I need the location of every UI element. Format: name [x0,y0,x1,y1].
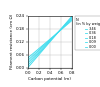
X-axis label: Carbon potential (m): Carbon potential (m) [28,77,72,81]
Y-axis label: Filament resistance (cm Ω): Filament resistance (cm Ω) [10,14,14,69]
Legend: 3.46, 0.36, 0.18, 0.09, 0.00: 3.46, 0.36, 0.18, 0.09, 0.00 [75,16,100,50]
